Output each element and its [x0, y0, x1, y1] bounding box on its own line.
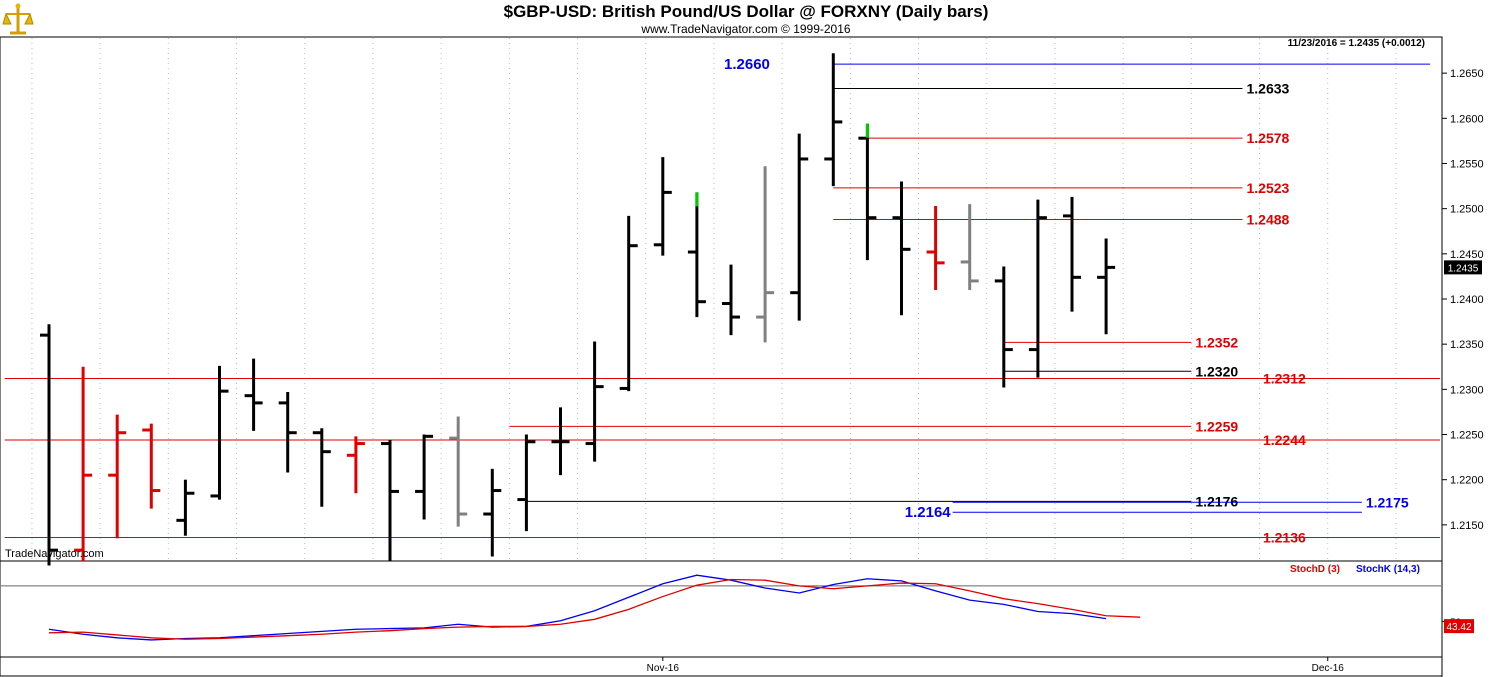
- ohlc-bar: [176, 479, 195, 536]
- price-level-label: 1.2660: [724, 56, 770, 73]
- axes: 1.2650 1.2600 1.2550 1.2500 1.2450 1.2400 1.23…: [647, 68, 1484, 674]
- ohlc-bar: [619, 215, 638, 392]
- ohlc-bar: [926, 205, 945, 290]
- chart-header: $GBP-USD: British Pound/US Dollar @ FORX…: [0, 0, 1492, 40]
- last-price-marker: [1444, 260, 1482, 275]
- ohlc-bar: [312, 428, 331, 507]
- ohlc-bar: [278, 392, 297, 473]
- x-tick-label: Dec-16: [1312, 663, 1345, 674]
- y-tick-label: 1.2250: [1450, 430, 1484, 442]
- stoch-last-value-label: 43.42: [1446, 622, 1471, 633]
- ohlc-bar: [244, 358, 263, 431]
- y-tick-label: 1.2500: [1450, 204, 1484, 216]
- price-level-label: 1.2312: [1263, 371, 1306, 387]
- stochastic-pane-border: [0, 560, 1443, 658]
- stoch-last-value-marker: [1444, 619, 1474, 634]
- y-tick-label: 1.2650: [1450, 68, 1484, 80]
- date-axis-border: [0, 656, 1443, 677]
- stoch-line: [48, 574, 1107, 641]
- x-tick-label: Nov-16: [647, 663, 680, 674]
- ohlc-bar: [551, 407, 570, 476]
- ohlc-bar: [517, 434, 536, 532]
- ohlc-bar: [74, 366, 93, 561]
- price-level-label: 1.2352: [1195, 334, 1238, 350]
- price-level-label: 1.2175: [1366, 494, 1409, 510]
- y-tick-label: 1.2400: [1450, 294, 1484, 306]
- support-resistance-levels: 1.2660 1.2633 1.2578 1.2523 1.2488 1.2352 1.23…: [4, 56, 1440, 546]
- ohlc-bar: [1063, 196, 1081, 312]
- ohlc-bar: [892, 181, 911, 316]
- ohlc-bar: [1028, 199, 1047, 378]
- price-level-label: 1.2633: [1247, 80, 1290, 96]
- ohlc-bar: [108, 414, 127, 539]
- status-text: 11/23/2016 = 1.2435 (+0.0012): [1288, 38, 1425, 49]
- y-tick-label: 1.2150: [1450, 520, 1484, 532]
- ohlc-bar: [756, 166, 775, 343]
- ohlc-bar: [40, 324, 58, 566]
- chart-subtitle: www.TradeNavigator.com © 1999-2016: [641, 22, 851, 36]
- grid: [31, 38, 1397, 560]
- ohlc-bar: [858, 123, 877, 261]
- stochastic-series: 5043.42: [1, 574, 1474, 641]
- ohlc-bars: [40, 53, 1116, 566]
- price-level-label: 1.2523: [1247, 180, 1290, 196]
- ohlc-bar: [722, 264, 740, 336]
- ohlc-bar: [790, 133, 809, 321]
- ohlc-bar: [653, 157, 672, 256]
- ohlc-bar: [449, 416, 468, 527]
- chart-title: $GBP-USD: British Pound/US Dollar @ FORX…: [503, 2, 989, 21]
- trade-navigator-logo-icon: [2, 3, 34, 35]
- y-tick-label: 1.2300: [1450, 384, 1484, 396]
- price-level-label: 1.2176: [1195, 493, 1238, 509]
- price-level-label: 1.2164: [905, 504, 952, 521]
- ohlc-bar: [585, 341, 604, 462]
- ohlc-bar: [960, 204, 979, 290]
- last-price-label: 1.2435: [1448, 263, 1479, 274]
- price-level-label: 1.2320: [1195, 363, 1238, 379]
- ohlc-bar: [415, 434, 434, 520]
- stoch-line: [48, 578, 1141, 640]
- price-level-label: 1.2259: [1195, 418, 1238, 434]
- ohlc-bar: [824, 53, 843, 187]
- y-tick-label: 1.2450: [1450, 249, 1484, 261]
- ohlc-bar: [1097, 238, 1116, 335]
- ohlc-bar: [994, 266, 1013, 388]
- legend-stochd: StochD (3): [1290, 564, 1340, 575]
- price-pane-border: [0, 36, 1443, 562]
- y-tick-label: 1.2550: [1450, 158, 1484, 170]
- ohlc-bar: [381, 439, 399, 561]
- ohlc-bar: [483, 468, 502, 557]
- price-level-label: 1.2488: [1247, 211, 1290, 227]
- legend-stochk: StochK (14,3): [1356, 564, 1420, 575]
- y-tick-label: 1.2600: [1450, 113, 1484, 125]
- chart-frame: [0, 36, 1443, 677]
- price-level-label: 1.2244: [1263, 432, 1306, 448]
- y-tick-label: 1.2350: [1450, 339, 1484, 351]
- ohlc-bar: [346, 436, 365, 494]
- price-level-label: 1.2136: [1263, 530, 1306, 546]
- watermark-text: TradeNavigator.com: [5, 548, 104, 560]
- ohlc-bar: [687, 192, 706, 318]
- price-level-label: 1.2578: [1247, 130, 1290, 146]
- y-tick-label: 1.2200: [1450, 475, 1484, 487]
- ohlc-bar: [142, 423, 161, 509]
- ohlc-bar: [210, 365, 229, 500]
